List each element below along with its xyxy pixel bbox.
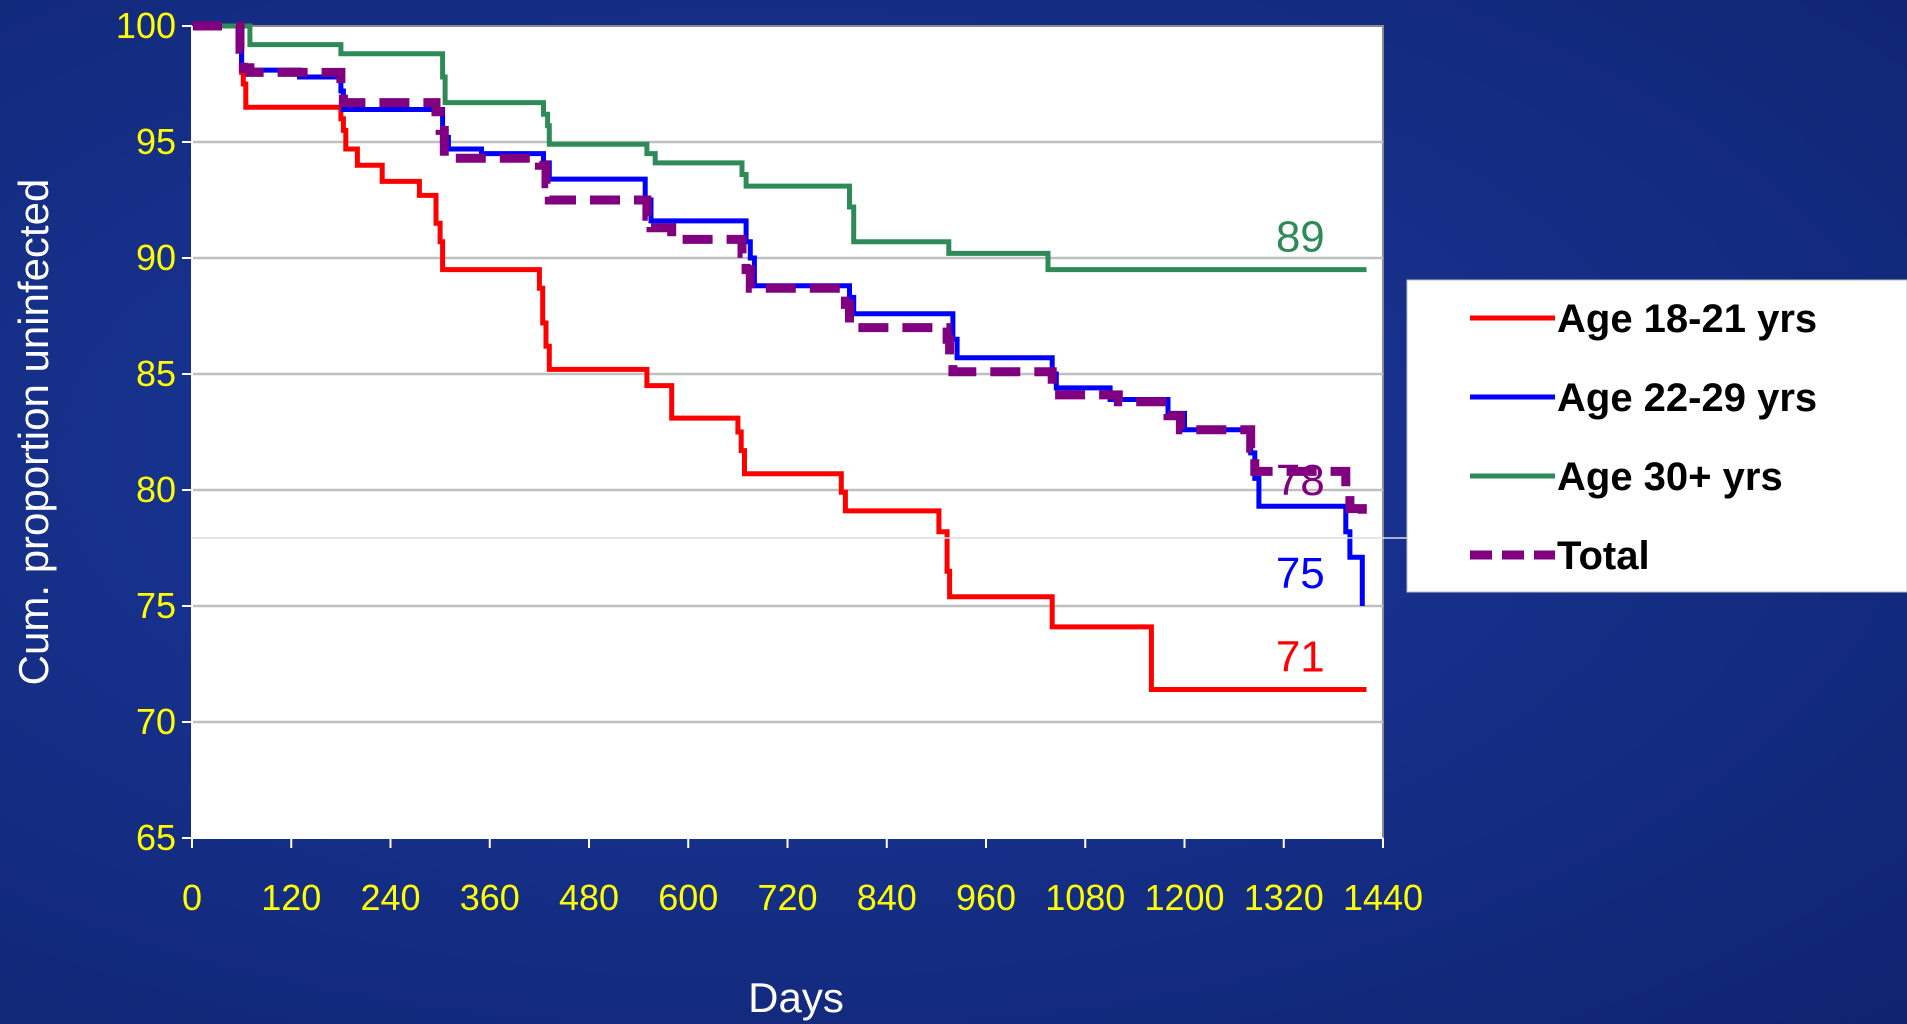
y-tick-label: 70 bbox=[136, 701, 176, 742]
x-tick-label: 960 bbox=[956, 877, 1016, 918]
series-line-1 bbox=[192, 23, 1367, 692]
x-tick-label: 1320 bbox=[1244, 877, 1324, 918]
x-tick-label: 720 bbox=[757, 877, 817, 918]
x-tick-label: 1080 bbox=[1045, 877, 1125, 918]
end-label-3: 89 bbox=[1276, 213, 1325, 262]
axes-layer: 65 70 75 80 85 90 95 100 0 120 240 360 480 600 720 840 9… bbox=[116, 5, 1423, 918]
x-tick-label: 480 bbox=[559, 877, 619, 918]
series-line-3 bbox=[192, 23, 1367, 273]
y-tick-label: 100 bbox=[116, 5, 176, 46]
x-tick-label: 1200 bbox=[1144, 877, 1224, 918]
x-tick-label: 840 bbox=[857, 877, 917, 918]
legend-label-3: Age 30+ yrs bbox=[1557, 455, 1783, 499]
y-axis-label: Cum. proportion uninfected bbox=[10, 179, 57, 686]
x-axis-label: Days bbox=[748, 974, 844, 1021]
y-tick-label: 95 bbox=[136, 121, 176, 162]
y-tick-label: 75 bbox=[136, 585, 176, 626]
grid-layer bbox=[192, 140, 1383, 724]
x-tick-label: 360 bbox=[460, 877, 520, 918]
x-tick-label: 120 bbox=[261, 877, 321, 918]
legend-box bbox=[1406, 279, 1907, 593]
x-tick-label: 0 bbox=[182, 877, 202, 918]
legend-label-1: Age 18-21 yrs bbox=[1557, 297, 1817, 341]
series-layer bbox=[192, 21, 1367, 692]
legend-label-2: Age 22-29 yrs bbox=[1557, 376, 1817, 420]
x-tick-label: 240 bbox=[360, 877, 420, 918]
x-tick-label: 1440 bbox=[1343, 877, 1423, 918]
y-tick-label: 65 bbox=[136, 817, 176, 858]
y-tick-label: 90 bbox=[136, 237, 176, 278]
end-label-2: 75 bbox=[1276, 549, 1325, 598]
y-tick-label: 80 bbox=[136, 469, 176, 510]
y-tick-label: 85 bbox=[136, 353, 176, 394]
end-labels-layer: 71 75 89 78 bbox=[1276, 213, 1325, 682]
end-label-1: 71 bbox=[1276, 633, 1325, 682]
end-label-4: 78 bbox=[1276, 456, 1325, 505]
series-line-4 bbox=[192, 21, 1367, 528]
legend-label-4: Total bbox=[1557, 534, 1650, 578]
legend: Age 18-21 yrs Age 22-29 yrs Age 30+ yrs Tot… bbox=[1406, 279, 1907, 593]
x-tick-label: 600 bbox=[658, 877, 718, 918]
